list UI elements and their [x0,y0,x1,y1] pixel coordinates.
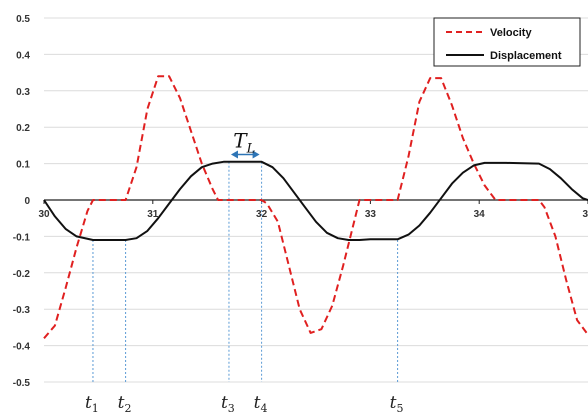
series-lines [43,75,588,339]
y-tick-label: -0.2 [13,269,31,280]
series-line-velocity [43,75,588,339]
y-tick-labels: 0.5 0.4 0.3 0.2 0.1 0 -0.1 -0.2 -0.3 -0.4 -0.5 [13,14,31,389]
y-tick-label: 0 [24,196,30,207]
y-tick-label: 0.2 [16,123,30,134]
y-tick-label: -0.3 [13,305,31,316]
time-marker-label: t2 [118,393,132,414]
y-tick-label: -0.5 [13,378,31,389]
legend: Velocity Displacement [433,17,581,67]
x-tick-label: 34 [474,209,486,220]
y-tick-label: -0.4 [13,342,31,353]
y-tick-label: -0.1 [13,232,31,243]
y-tick-label: 0.1 [16,160,30,171]
span-annotation: TL [230,129,260,159]
grid-lines [44,17,588,383]
y-tick-label: 0.4 [16,50,30,61]
x-tick-label: 33 [365,209,377,220]
x-tick-label: 35 [582,209,588,220]
legend-label-displacement: Displacement [490,50,562,62]
span-label: TL [233,129,255,157]
span-arrow-head-right [252,150,260,159]
legend-box [433,17,581,67]
x-tick-label: 30 [38,209,50,220]
y-tick-label: 0.3 [16,87,30,98]
time-marker-label: t4 [254,393,268,414]
series-line-displacement [43,160,588,241]
time-marker-label: t3 [221,393,235,414]
time-marker-label: t1 [85,393,99,414]
x-tick-label: 31 [147,209,159,220]
span-arrow-head-left [230,150,238,159]
y-tick-label: 0.5 [16,14,30,25]
legend-label-velocity: Velocity [490,27,532,39]
time-marker-label: t5 [390,393,404,414]
